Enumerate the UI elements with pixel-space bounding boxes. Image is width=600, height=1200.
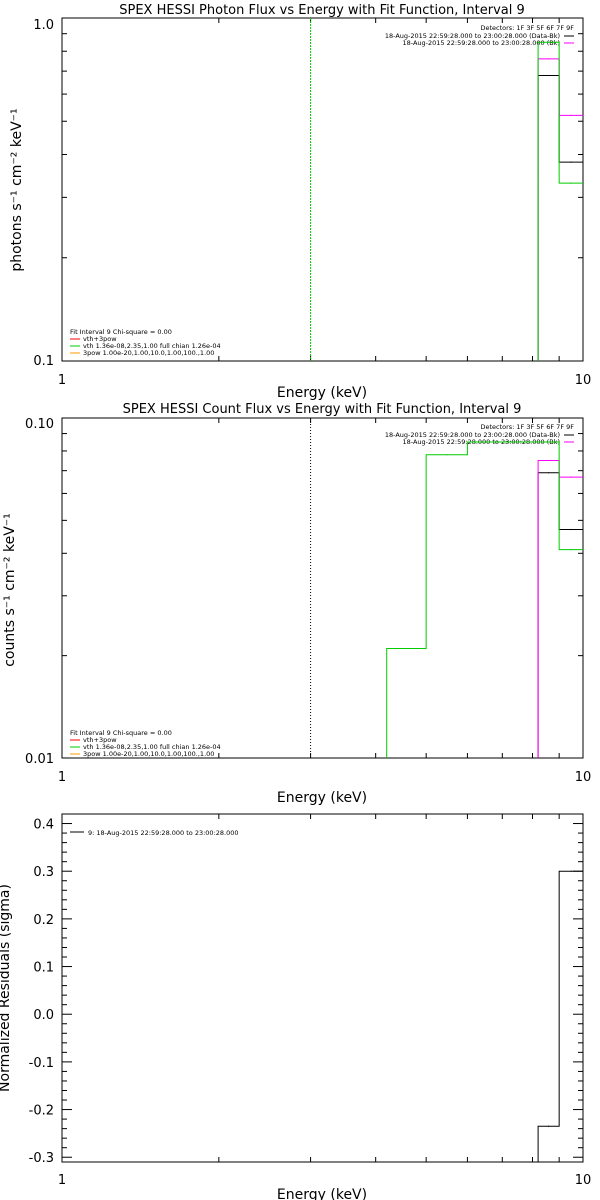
count-flux-legend-vth: vth 1.36e-08,2.35,1.00 full chian 1.26e-… <box>83 743 221 751</box>
photon-flux-legend-vth: vth 1.36e-08,2.35,1.00 full chian 1.26e-… <box>83 342 221 350</box>
count-flux-x-axis-label: Energy (keV) <box>277 790 367 806</box>
photon-flux-y-axis-label: photons s⁻¹ cm⁻² keV⁻¹ <box>9 108 25 271</box>
residuals-x-tick-label-right: 10 <box>575 1173 592 1188</box>
photon-flux-series-1 <box>537 58 583 361</box>
residuals-y-tick-label: 0.0 <box>33 1008 54 1023</box>
residuals-panel: -0.3 -0.2 -0.1 0.0 0.1 0.2 0.3 0.4 1 10 Energy … <box>0 813 592 1200</box>
photon-flux-series-0-point <box>548 74 550 77</box>
count-flux-series-0-point <box>570 528 572 531</box>
photon-flux-series-2-point <box>548 41 550 43</box>
photon-flux-series-0-point <box>570 161 572 163</box>
photon-flux-legend-bottom-left: Fit Interval 9 Chi-square = 0.00 vth+3po… <box>70 328 221 357</box>
photon-flux-legend-top-right: 18-Aug-2015 22:59:28.000 to 23:00:28.000… <box>385 32 574 47</box>
residuals-y-tick-label: 0.4 <box>33 818 54 833</box>
photon-flux-series-0 <box>537 74 583 361</box>
count-flux-series-1 <box>537 459 583 758</box>
count-flux-series-2-point <box>446 454 448 456</box>
residuals-plot-frame <box>61 813 584 1163</box>
count-flux-legend-vth-3pow: vth+3pow <box>83 736 117 744</box>
count-flux-title: SPEX HESSI Count Flux vs Energy with Fit… <box>123 402 522 417</box>
count-flux-x-tick-label-left: 1 <box>58 770 66 785</box>
photon-flux-x-tick-label-left: 1 <box>58 373 66 388</box>
count-flux-legend-3pow: 3pow 1.00e-20,1.00,10.0,1.00,100.,1.00 <box>83 750 214 758</box>
count-flux-panel: SPEX HESSI Count Flux vs Energy with Fit… <box>2 402 591 806</box>
count-flux-legend-top-right: 18-Aug-2015 22:59:28.000 to 23:00:28.000… <box>385 431 574 446</box>
photon-flux-series-2 <box>537 41 583 361</box>
residuals-y-tick-label: 0.2 <box>33 913 54 928</box>
count-flux-y-tick-label-bottom: 0.01 <box>25 752 54 767</box>
photon-flux-series-1-point <box>570 114 572 117</box>
count-flux-detectors-label: Detectors: 1F 3F 5F 6F 7F 9F <box>480 423 574 431</box>
photon-flux-panel: SPEX HESSI Photon Flux vs Energy with Fi… <box>9 3 591 401</box>
residuals-y-tick-label: -0.3 <box>29 1151 54 1166</box>
count-flux-series-0-point <box>548 472 550 474</box>
photon-flux-title: SPEX HESSI Photon Flux vs Energy with Fi… <box>119 3 525 18</box>
photon-flux-y-tick-label-bottom: 0.1 <box>33 354 54 369</box>
photon-flux-detectors-label: Detectors: 1F 3F 5F 6F 7F 9F <box>480 24 574 32</box>
residuals-y-tick-label: -0.2 <box>29 1104 54 1119</box>
residuals-series-0 <box>537 870 583 1162</box>
count-flux-plot-frame <box>61 417 584 759</box>
residuals-y-tick-labels: -0.3 -0.2 -0.1 0.0 0.1 0.2 0.3 0.4 <box>29 818 54 1167</box>
count-flux-series-0 <box>537 472 583 758</box>
photon-flux-legend-item-bk: 18-Aug-2015 22:59:28.000 to 23:00:28.000… <box>403 39 560 47</box>
residuals-y-tick-label: -0.1 <box>29 1056 54 1071</box>
residuals-x-tick-label-left: 1 <box>58 1173 66 1188</box>
photon-flux-x-tick-label-right: 10 <box>575 373 592 388</box>
count-flux-series-2 <box>386 441 583 758</box>
photon-flux-legend-item-data-bk: 18-Aug-2015 22:59:28.000 to 23:00:28.000… <box>385 32 560 40</box>
count-flux-series-1-point <box>548 459 550 462</box>
photon-flux-ticks <box>61 17 584 362</box>
photon-flux-plot-area <box>310 18 583 361</box>
count-flux-legend-fit-interval: Fit Interval 9 Chi-square = 0.00 <box>70 729 172 737</box>
residuals-series-0-point <box>548 1125 550 1127</box>
count-flux-plot-area <box>310 418 583 758</box>
photon-flux-plot-frame <box>61 17 584 362</box>
count-flux-legend-bottom-left: Fit Interval 9 Chi-square = 0.00 vth+3po… <box>70 729 221 758</box>
photon-flux-legend-3pow: 3pow 1.00e-20,1.00,10.0,1.00,100.,1.00 <box>83 349 214 357</box>
residuals-y-axis-label: Normalized Residuals (sigma) <box>0 884 13 1092</box>
photon-flux-series-2-point <box>570 182 572 184</box>
residuals-x-axis-label: Energy (keV) <box>277 1187 367 1200</box>
count-flux-series-2-point <box>570 549 572 551</box>
count-flux-x-tick-label-right: 10 <box>575 770 592 785</box>
photon-flux-legend-vth-3pow: vth+3pow <box>83 335 117 343</box>
count-flux-series-1-point <box>570 476 572 478</box>
residuals-ticks <box>61 814 584 1162</box>
residuals-y-tick-label: 0.3 <box>33 865 54 880</box>
photon-flux-series-1-point <box>548 58 550 60</box>
residuals-plot-area <box>537 870 583 1162</box>
photon-flux-legend-fit-interval: Fit Interval 9 Chi-square = 0.00 <box>70 328 172 336</box>
count-flux-legend-item-data-bk: 18-Aug-2015 22:59:28.000 to 23:00:28.000… <box>385 431 560 439</box>
residuals-legend-item: 9: 18-Aug-2015 22:59:28.000 to 23:00:28.… <box>88 829 239 837</box>
count-flux-ticks <box>61 417 584 759</box>
residuals-legend: 9: 18-Aug-2015 22:59:28.000 to 23:00:28.… <box>70 829 239 837</box>
photon-flux-x-axis-label: Energy (keV) <box>277 385 367 401</box>
count-flux-y-axis-label: counts s⁻¹ cm⁻² keV⁻¹ <box>2 513 18 667</box>
residuals-series-0-point <box>570 870 572 872</box>
photon-flux-y-tick-label-top: 1.0 <box>33 18 54 33</box>
residuals-y-tick-label: 0.1 <box>33 961 54 976</box>
count-flux-series-2-point <box>405 647 408 650</box>
count-flux-y-tick-label-top: 0.10 <box>25 417 54 432</box>
count-flux-series-2-point <box>512 441 514 443</box>
